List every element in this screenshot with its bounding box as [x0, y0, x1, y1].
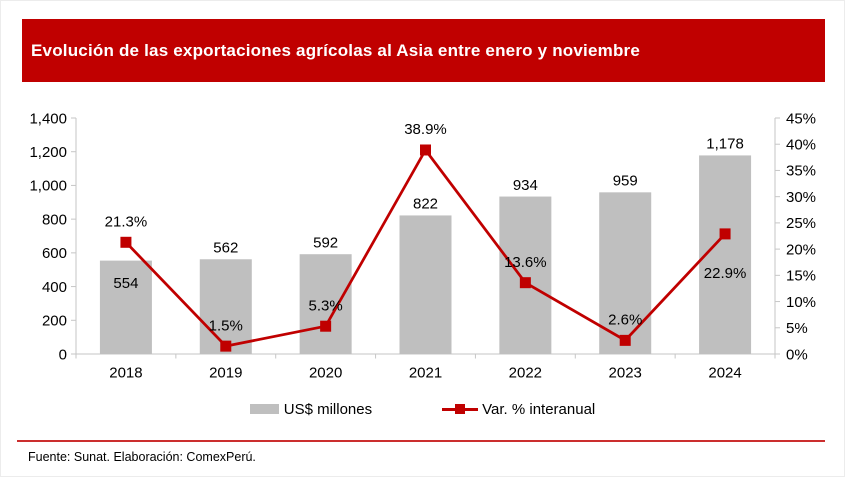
- x-axis-category-label: 2022: [509, 364, 542, 381]
- bar-2020: [299, 254, 352, 354]
- right-axis-tick-label: 45%: [786, 110, 816, 127]
- line-value-label: 5.3%: [309, 297, 343, 314]
- chart-title: Evolución de las exportaciones agrícolas…: [31, 40, 640, 60]
- x-axis-category-label: 2021: [409, 364, 442, 381]
- bar-value-label: 822: [413, 196, 438, 213]
- bar-value-label: 554: [113, 275, 138, 292]
- line-marker-2020: [320, 320, 332, 332]
- left-axis-tick-label: 600: [42, 245, 67, 262]
- left-axis-tick-label: 800: [42, 211, 67, 228]
- bar-2022: [499, 196, 552, 354]
- footer-divider: [17, 440, 825, 442]
- legend-item-bars: US$ millones: [249, 400, 373, 418]
- bar-value-label: 934: [513, 177, 538, 194]
- line-marker-2019: [220, 340, 232, 352]
- bar-value-label: 562: [213, 240, 238, 257]
- legend-item-line: Var. % interanual: [442, 401, 595, 418]
- right-axis-tick-label: 15%: [786, 268, 816, 285]
- chart-legend: US$ millones Var. % interanual: [0, 398, 845, 420]
- right-axis-tick-label: 30%: [786, 189, 816, 206]
- line-value-label: 38.9%: [404, 121, 447, 138]
- right-axis-tick-label: 20%: [786, 241, 816, 258]
- x-axis-category-label: 2018: [109, 364, 142, 381]
- x-axis-category-label: 2020: [309, 364, 342, 381]
- x-axis-category-label: 2023: [609, 364, 642, 381]
- title-banner: Evolución de las exportaciones agrícolas…: [22, 19, 825, 82]
- bar-2023: [599, 192, 652, 354]
- line-value-label: 2.6%: [608, 312, 642, 329]
- line-marker-2021: [420, 144, 431, 156]
- left-axis-tick-label: 200: [42, 313, 67, 330]
- x-axis-category-label: 2019: [209, 364, 242, 381]
- x-axis-category-label: 2024: [708, 364, 741, 381]
- bar-2021: [399, 215, 452, 354]
- line-marker-2024: [719, 228, 731, 240]
- bar-2019: [199, 259, 252, 354]
- legend-line-label: Var. % interanual: [482, 400, 596, 418]
- combo-chart: 0 200 400 600 800 1,000 1,200 1,400 0% 5% 10% 15% 20…: [29, 110, 816, 381]
- legend-bar-label: US$ millones: [283, 400, 373, 418]
- right-axis-tick-label: 25%: [786, 215, 816, 232]
- line-value-label: 1.5%: [209, 317, 243, 334]
- left-axis-tick-label: 1,000: [29, 178, 67, 195]
- bar-value-label: 959: [613, 173, 638, 190]
- left-axis-tick-label: 1,200: [29, 144, 67, 161]
- right-axis-tick-label: 40%: [786, 136, 816, 153]
- right-axis-tick-label: 5%: [786, 320, 808, 337]
- line-marker-2018: [120, 236, 132, 248]
- bar-2018: [99, 260, 152, 354]
- line-value-label: 21.3%: [105, 214, 148, 231]
- left-axis-tick-label: 0: [59, 346, 67, 363]
- line-marker-2023: [619, 334, 631, 346]
- bar-2024: [699, 155, 752, 354]
- bar-value-label: 1,178: [706, 136, 744, 153]
- line-marker-2022: [519, 277, 531, 289]
- line-value-label: 22.9%: [704, 265, 747, 282]
- left-axis-tick-label: 1,400: [29, 110, 67, 127]
- line-value-label: 13.6%: [504, 254, 547, 271]
- source-note: Fuente: Sunat. Elaboración: ComexPerú.: [28, 450, 256, 464]
- line-series-swatch-icon: [442, 404, 479, 414]
- bar-series-swatch-icon: [249, 404, 279, 414]
- right-axis-tick-label: 35%: [786, 163, 816, 180]
- right-axis-tick-label: 10%: [786, 294, 816, 311]
- bar-value-label: 592: [313, 234, 338, 251]
- left-axis-tick-label: 400: [42, 279, 67, 296]
- line-marker-swatch-icon: [455, 404, 466, 414]
- right-axis-tick-label: 0%: [786, 346, 808, 363]
